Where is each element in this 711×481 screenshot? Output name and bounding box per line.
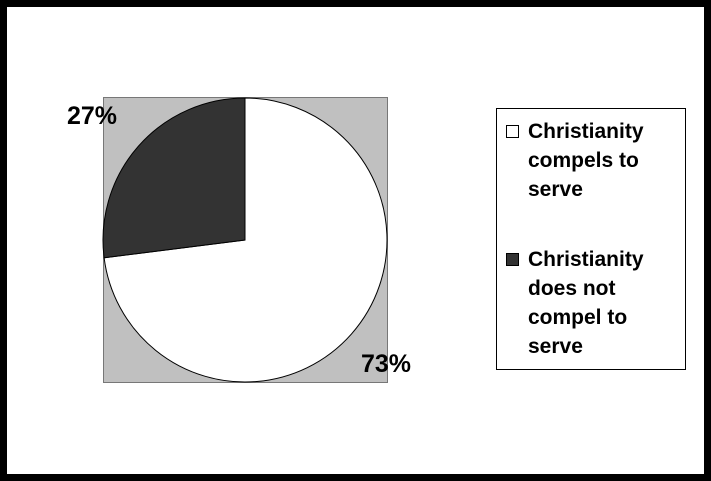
pie-slice-does-not-compel bbox=[102, 97, 246, 259]
legend-label-line: serve bbox=[528, 178, 583, 201]
legend-swatch-compels bbox=[506, 125, 519, 138]
legend-label-line: Christianity bbox=[528, 248, 644, 271]
pie-slice-compels bbox=[103, 97, 388, 383]
legend-label-line: compels to bbox=[528, 149, 639, 172]
legend-label-line: does not bbox=[528, 277, 616, 300]
data-label-does-not-compel: 27% bbox=[67, 102, 118, 130]
legend-swatch-does-not-compel bbox=[506, 253, 519, 266]
data-label-compels: 73% bbox=[361, 350, 412, 378]
legend: Christianity compels to serve Christiani… bbox=[496, 108, 686, 370]
legend-label-does-not-compel: Christianity does not compel to serve bbox=[528, 245, 688, 361]
legend-label-compels: Christianity compels to serve bbox=[528, 117, 688, 204]
pie-chart bbox=[102, 97, 388, 383]
legend-label-line: Christianity bbox=[528, 120, 644, 143]
legend-label-line: compel to bbox=[528, 306, 628, 329]
legend-label-line: serve bbox=[528, 335, 583, 358]
